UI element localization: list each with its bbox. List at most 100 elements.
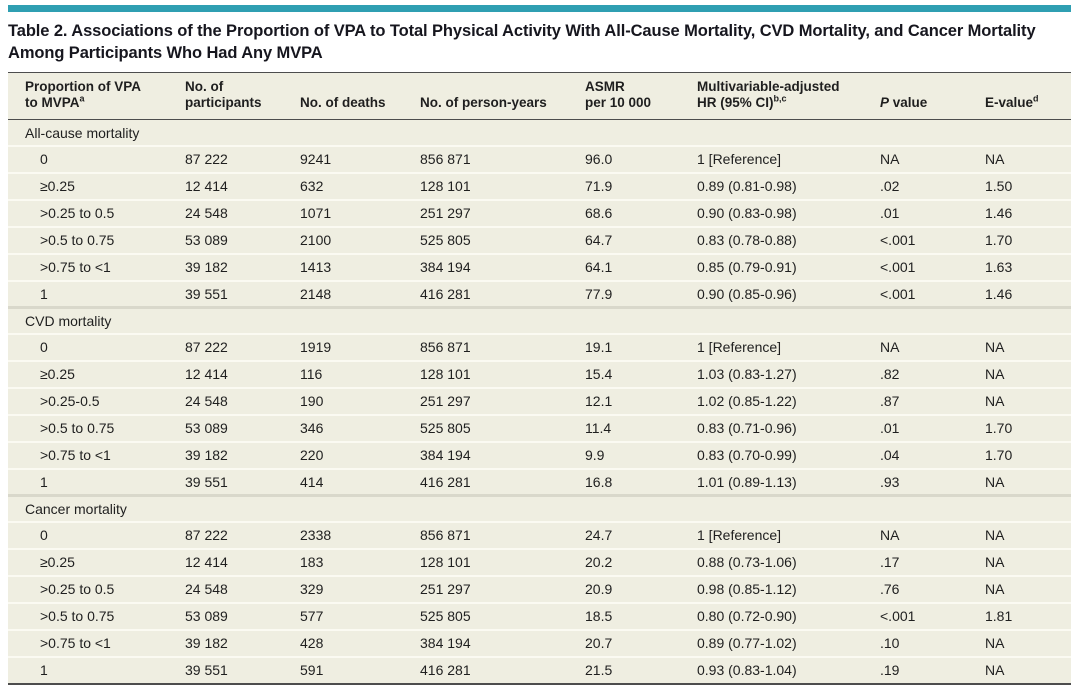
table-cell: 87 222: [185, 332, 300, 361]
table-row: 0 87 222 9241 856 871 96.0 1 [Reference] NA NA: [8, 144, 1071, 173]
table-cell: 329: [300, 574, 420, 603]
table-cell: 183: [300, 547, 420, 576]
table-cell: NA: [985, 574, 1071, 603]
table-cell: .10: [880, 628, 985, 657]
col-header-proportion-vpa: Proportion of VPA to MVPAa: [8, 72, 185, 121]
header-text: Multivariable-adjusted: [697, 78, 840, 94]
table-row: >0.25 to 0.5 24 548 1071 251 297 68.6 0.90 (0…: [8, 198, 1071, 227]
header-text: E-value: [985, 95, 1034, 111]
row-label-cell: ≥0.25: [8, 171, 185, 200]
col-header-hr: Multivariable-adjusted HR (95% CI)b,c: [697, 72, 880, 121]
table-cell: 577: [300, 601, 420, 630]
table-cell: 39 551: [185, 655, 300, 684]
table-cell: 1.46: [985, 279, 1071, 308]
table-cell: 856 871: [420, 144, 585, 173]
section-label: Cancer mortality: [8, 494, 1071, 522]
table-cell: 96.0: [585, 144, 697, 173]
table-cell: 21.5: [585, 655, 697, 684]
table-cell: NA: [985, 359, 1071, 388]
table-cell: 24.7: [585, 520, 697, 549]
table-cell: NA: [985, 628, 1071, 657]
table-cell: 128 101: [420, 171, 585, 200]
table-cell: NA: [985, 655, 1071, 684]
table-cell: 20.7: [585, 628, 697, 657]
table-cell: 39 182: [185, 440, 300, 469]
table-cell: 525 805: [420, 413, 585, 442]
table-cell: 0.98 (0.85-1.12): [697, 574, 880, 603]
row-label-cell: 0: [8, 520, 185, 549]
table-cell: .82: [880, 359, 985, 388]
table-row: >0.5 to 0.75 53 089 577 525 805 18.5 0.80 (0.…: [8, 601, 1071, 630]
header-text: Proportion of VPA: [25, 78, 141, 94]
table-row: 1 39 551 591 416 281 21.5 0.93 (0.83-1.04) .19…: [8, 655, 1071, 684]
table-cell: 9.9: [585, 440, 697, 469]
table-row: >0.25-0.5 24 548 190 251 297 12.1 1.02 (0.85-…: [8, 386, 1071, 415]
table-cell: 525 805: [420, 601, 585, 630]
table-cell: 20.9: [585, 574, 697, 603]
footnote-marker: a: [79, 93, 85, 104]
col-header-deaths: No. of deaths: [300, 72, 420, 121]
table-cell: 2338: [300, 520, 420, 549]
table-cell: <.001: [880, 279, 985, 308]
table-header: Proportion of VPA to MVPAa No. of partic…: [8, 72, 1071, 121]
table-cell: 1.46: [985, 198, 1071, 227]
header-text: per 10 000: [585, 95, 652, 111]
table-cell: 87 222: [185, 144, 300, 173]
row-label-cell: >0.25 to 0.5: [8, 198, 185, 227]
table-cell: NA: [880, 520, 985, 549]
table-row: >0.5 to 0.75 53 089 346 525 805 11.4 0.83 (0.…: [8, 413, 1071, 442]
table-cell: 12 414: [185, 359, 300, 388]
table-row: ≥0.25 12 414 183 128 101 20.2 0.88 (0.73-1.06…: [8, 547, 1071, 576]
table-cell: 1.81: [985, 601, 1071, 630]
header-text: value: [889, 95, 928, 111]
table-cell: 0.90 (0.85-0.96): [697, 279, 880, 308]
table-cell: <.001: [880, 252, 985, 281]
table-cell: 0.80 (0.72-0.90): [697, 601, 880, 630]
table-cell: 251 297: [420, 386, 585, 415]
table-row: ≥0.25 12 414 116 128 101 15.4 1.03 (0.83-1.27…: [8, 359, 1071, 388]
row-label-cell: >0.5 to 0.75: [8, 225, 185, 254]
footnote-marker: b,c: [773, 93, 787, 104]
table-cell: NA: [880, 144, 985, 173]
table-cell: 1.70: [985, 225, 1071, 254]
table-cell: 53 089: [185, 413, 300, 442]
table-cell: 24 548: [185, 574, 300, 603]
table-cell: 0.83 (0.78-0.88): [697, 225, 880, 254]
header-text: No. of: [185, 78, 224, 94]
footnote-marker: d: [1033, 93, 1039, 104]
table-cell: 591: [300, 655, 420, 684]
table-cell: 16.8: [585, 467, 697, 496]
row-label-cell: ≥0.25: [8, 359, 185, 388]
table-cell: 0.89 (0.77-1.02): [697, 628, 880, 657]
table-cell: 416 281: [420, 279, 585, 308]
table-cell: 1.70: [985, 413, 1071, 442]
table-cell: NA: [985, 386, 1071, 415]
table-cell: 0.93 (0.83-1.04): [697, 655, 880, 684]
table-cell: 64.1: [585, 252, 697, 281]
section-label: CVD mortality: [8, 306, 1071, 334]
table-cell: .01: [880, 198, 985, 227]
row-label-cell: 1: [8, 467, 185, 496]
table-cell: 856 871: [420, 332, 585, 361]
table-cell: 9241: [300, 144, 420, 173]
header-text: participants: [185, 95, 262, 111]
col-header-person-years: No. of person-years: [420, 72, 585, 121]
table-cell: 251 297: [420, 574, 585, 603]
table-cell: 116: [300, 359, 420, 388]
table-row: ≥0.25 12 414 632 128 101 71.9 0.89 (0.81-0.98…: [8, 171, 1071, 200]
table-cell: 2100: [300, 225, 420, 254]
table-row: 0 87 222 2338 856 871 24.7 1 [Reference] NA NA: [8, 520, 1071, 549]
section-label: All-cause mortality: [25, 124, 140, 141]
table-cell: 1919: [300, 332, 420, 361]
table-cell: 525 805: [420, 225, 585, 254]
table-cell: 384 194: [420, 440, 585, 469]
table-row: >0.75 to <1 39 182 1413 384 194 64.1 0.85 (0.…: [8, 252, 1071, 281]
table-row: >0.75 to <1 39 182 428 384 194 20.7 0.89 (0.7…: [8, 628, 1071, 657]
table-cell: 12.1: [585, 386, 697, 415]
table-cell: 39 551: [185, 279, 300, 308]
table-cell: 64.7: [585, 225, 697, 254]
row-label-cell: 0: [8, 332, 185, 361]
row-label-cell: >0.5 to 0.75: [8, 413, 185, 442]
col-header-asmr: ASMR per 10 000: [585, 72, 697, 121]
table-cell: 128 101: [420, 547, 585, 576]
